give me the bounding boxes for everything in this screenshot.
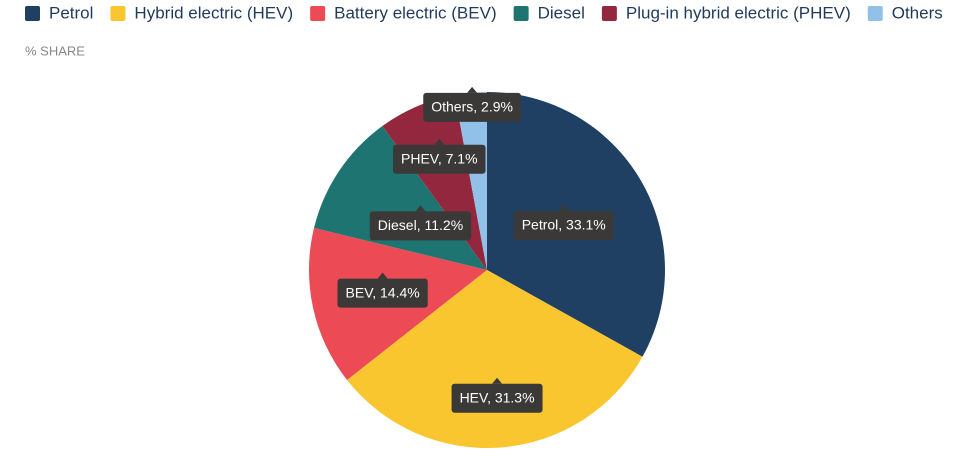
- data-label-text: PHEV, 7.1%: [401, 150, 478, 166]
- label-box: [451, 383, 543, 413]
- pie-slice: [347, 270, 643, 448]
- data-label: HEV, 31.3%: [451, 377, 543, 413]
- legend-swatch: [25, 6, 40, 21]
- label-pointer: [434, 138, 445, 145]
- legend-label: Petrol: [49, 3, 93, 22]
- legend-swatch: [110, 6, 126, 21]
- label-box: [393, 144, 486, 174]
- label-pointer: [377, 272, 388, 279]
- legend-label: Plug-in hybrid electric (PHEV): [626, 3, 851, 22]
- legend-label: Diesel: [538, 3, 585, 22]
- data-label: Petrol, 33.1%: [513, 204, 614, 240]
- legend-label: Others: [892, 3, 943, 22]
- legend-label: Battery electric (BEV): [334, 3, 497, 22]
- data-label: BEV, 14.4%: [337, 272, 428, 308]
- data-label: Others, 2.9%: [423, 86, 521, 122]
- legend-label: Hybrid electric (HEV): [134, 3, 293, 22]
- label-pointer: [492, 377, 503, 384]
- label-box: [369, 211, 472, 241]
- data-label-text: Petrol, 33.1%: [522, 217, 606, 233]
- data-label-text: Others, 2.9%: [431, 99, 513, 115]
- label-pointer: [467, 86, 478, 93]
- label-box: [423, 92, 521, 122]
- legend-swatch: [601, 6, 617, 21]
- data-label-text: BEV, 14.4%: [346, 284, 420, 300]
- data-label-text: Diesel, 11.2%: [378, 217, 463, 233]
- label-pointer: [415, 205, 426, 212]
- label-pointer: [558, 204, 569, 211]
- subtitle: % SHARE: [25, 43, 85, 58]
- label-box: [337, 278, 428, 308]
- data-label-text: HEV, 31.3%: [460, 389, 535, 405]
- legend-swatch: [310, 6, 326, 21]
- legend-swatch: [513, 6, 529, 21]
- legend-swatch: [867, 6, 883, 21]
- data-label: Diesel, 11.2%: [369, 205, 472, 241]
- pie-slice: [454, 92, 487, 270]
- label-box: [513, 210, 614, 240]
- data-label: PHEV, 7.1%: [393, 138, 486, 174]
